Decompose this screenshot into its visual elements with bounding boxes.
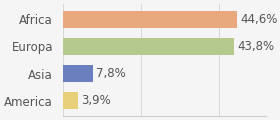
Bar bbox=[63, 65, 93, 82]
Text: 7,8%: 7,8% bbox=[96, 67, 126, 80]
Text: 3,9%: 3,9% bbox=[81, 94, 111, 107]
Bar bbox=[63, 38, 234, 55]
Bar bbox=[63, 92, 78, 109]
Text: 43,8%: 43,8% bbox=[237, 40, 274, 53]
Text: 44,6%: 44,6% bbox=[240, 13, 277, 26]
Bar bbox=[63, 11, 237, 28]
